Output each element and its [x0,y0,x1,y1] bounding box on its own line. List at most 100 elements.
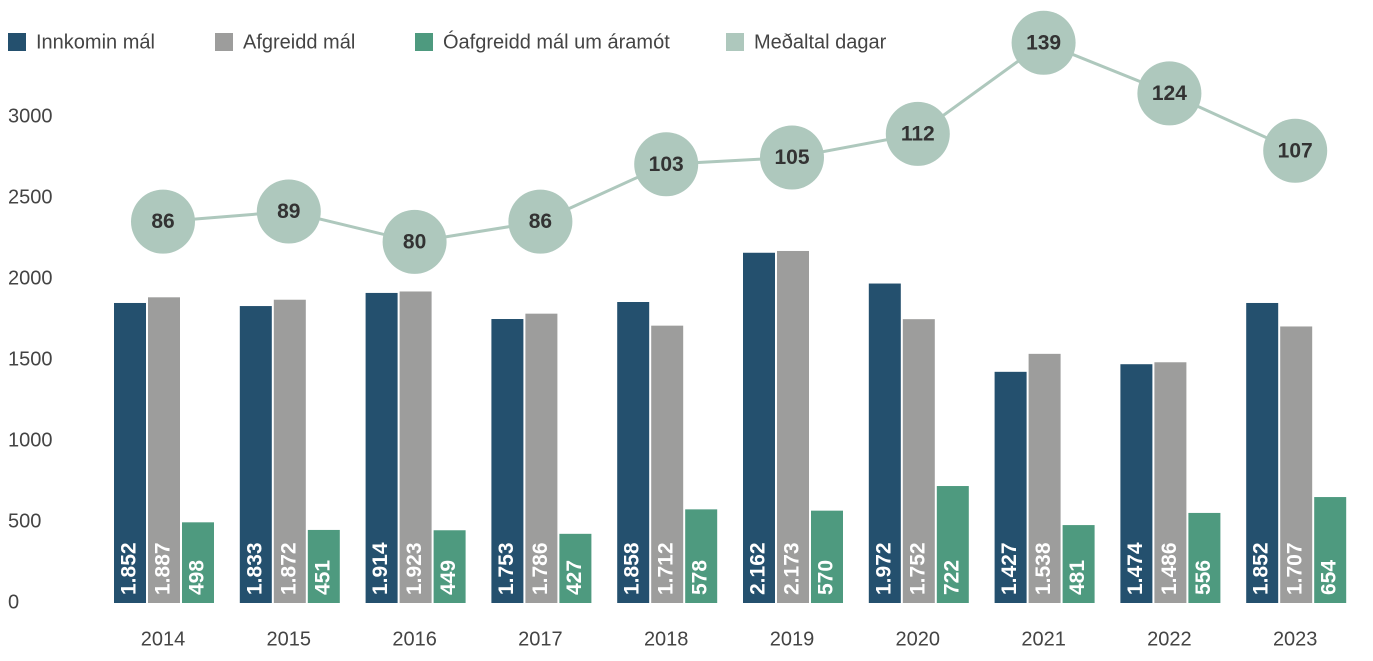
bar [651,325,684,603]
y-tick-label: 1000 [8,429,53,451]
x-tick-label: 2015 [267,628,312,650]
bar-label: 578 [689,560,712,595]
line-marker [1263,118,1328,183]
bar-label: 556 [1192,560,1215,595]
x-tick-label: 2023 [1273,628,1318,650]
line-marker [1137,61,1202,126]
y-tick-label: 500 [8,510,41,532]
bar-label: 1.753 [495,542,518,595]
bar-label: 1.852 [118,542,141,595]
bar [868,283,901,603]
bar-label: 1.474 [1124,542,1147,595]
line-label: 86 [529,210,552,233]
bar-label: 2.162 [747,542,770,595]
y-tick-label: 2000 [8,267,53,289]
bar-label: 1.712 [655,542,678,595]
line-marker [885,101,950,166]
bar-label: 1.872 [277,542,300,595]
x-tick-label: 2014 [141,628,186,650]
legend-swatch [215,33,233,51]
bar [777,250,809,603]
bar [685,509,718,603]
legend-label: Meðaltal dagar [754,31,887,53]
legend-label: Óafgreidd mál um áramót [443,30,670,53]
x-tick-label: 2019 [770,628,815,650]
bar [182,522,214,603]
bar [1062,525,1095,603]
x-tick-label: 2016 [392,628,437,650]
line-label: 107 [1278,139,1313,162]
bar [273,299,306,603]
line-marker [760,125,824,190]
bar-label: 427 [563,560,586,595]
bar-label: 2.173 [781,542,804,595]
y-tick-label: 0 [8,591,19,613]
bar-label: 1.858 [621,542,644,595]
bar-label: 1.852 [1250,542,1273,595]
x-tick-label: 2021 [1021,628,1066,650]
bar-label: 1.427 [998,542,1021,595]
bar-label: 1.486 [1158,542,1181,595]
bar [1188,512,1221,603]
bar [148,297,180,603]
bar [1314,497,1347,603]
bar [811,510,843,603]
bar-label: 1.887 [152,542,175,595]
bar [433,530,466,603]
bar-label: 1.707 [1284,542,1307,595]
legend-label: Afgreidd mál [243,31,355,53]
bar [1028,353,1061,603]
x-tick-label: 2022 [1147,628,1192,650]
line-label: 124 [1152,82,1187,105]
line-marker [131,189,195,254]
line-label: 89 [277,200,300,223]
bar [994,371,1027,603]
bar-label: 451 [311,560,334,595]
legend-swatch [8,33,26,51]
bar [491,319,524,603]
line-label: 139 [1026,31,1061,54]
bar [617,302,650,603]
bar-label: 498 [186,560,209,595]
bar [307,529,340,603]
legend-label: Innkomin mál [36,31,155,53]
bar-label: 1.914 [369,542,392,595]
bar-label: 722 [940,560,963,595]
line-label: 86 [151,210,174,233]
y-tick-label: 3000 [8,105,53,127]
line-marker [634,132,699,197]
bar [399,291,432,603]
line-label: 103 [649,153,684,176]
y-tick-label: 2500 [8,186,53,208]
bar [743,252,775,604]
line-label: 105 [774,146,809,169]
legend-swatch [415,33,433,51]
bar [525,313,558,603]
bar [559,533,592,603]
bar-label: 1.752 [906,542,929,595]
bar-label: 1.972 [872,542,895,595]
y-tick-label: 1500 [8,348,53,370]
bar [1120,364,1153,603]
bar-label: 570 [815,560,838,595]
x-tick-label: 2017 [518,628,563,650]
x-tick-label: 2020 [896,628,941,650]
line-label: 80 [403,230,426,253]
bar-label: 481 [1066,560,1089,595]
bar [902,319,935,603]
line-label: 112 [901,122,935,145]
bar-label: 1.538 [1032,542,1055,595]
bar [239,306,272,603]
line-marker [1011,10,1076,75]
bar-label: 654 [1318,560,1341,595]
bar [1154,362,1187,603]
bar [1246,302,1279,603]
bar-label: 1.923 [403,542,426,595]
bar-label: 1.786 [529,542,552,595]
bar-label: 1.833 [243,542,266,595]
legend-swatch [726,33,744,51]
bar [114,302,146,603]
line-marker [508,189,573,254]
line-marker [256,179,321,244]
